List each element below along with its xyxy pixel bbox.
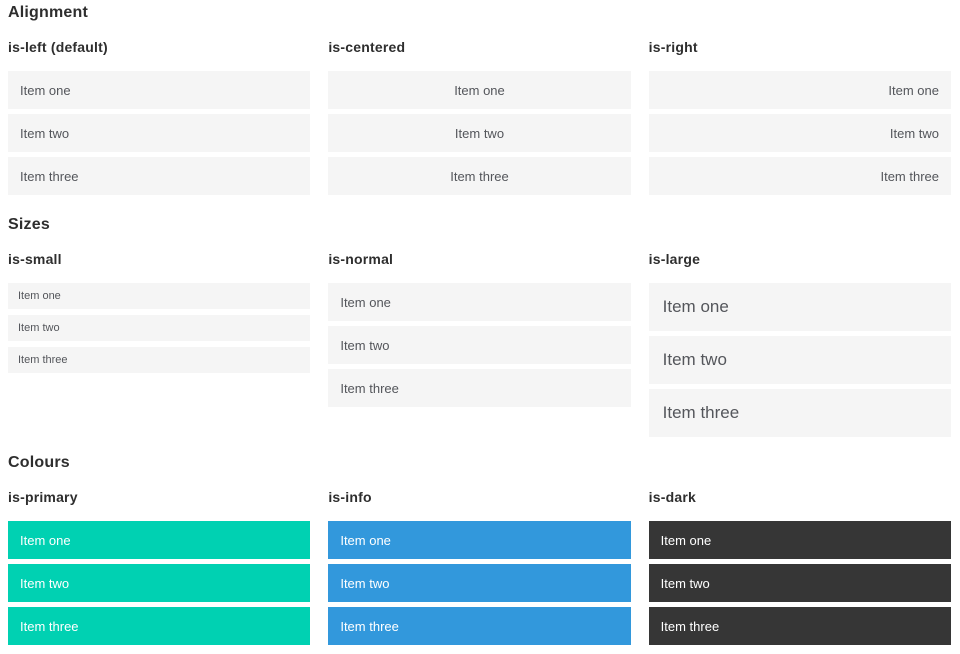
list-item: Item two — [8, 564, 311, 602]
list-item: Item one — [328, 71, 631, 109]
list-large: Item one Item two Item three — [648, 283, 951, 437]
section-sizes: Sizes is-small Item one Item two Item th… — [8, 217, 951, 442]
section-title-colours: Colours — [8, 454, 70, 471]
column-is-centered: is-centered Item one Item two Item three — [328, 39, 631, 200]
list-small: Item one Item two Item three — [8, 283, 311, 373]
column-is-normal: is-normal Item one Item two Item three — [328, 251, 631, 412]
list-item: Item one — [328, 283, 631, 321]
list-item: Item two — [648, 336, 951, 384]
list-item: Item two — [328, 326, 631, 364]
list-center-aligned: Item one Item two Item three — [328, 71, 631, 195]
list-item: Item three — [648, 389, 951, 437]
list-item: Item three — [328, 607, 631, 645]
list-item: Item two — [648, 564, 951, 602]
section-alignment: Alignment is-left (default) Item one Ite… — [8, 5, 951, 200]
column-heading-is-normal: is-normal — [328, 251, 394, 267]
column-is-large: is-large Item one Item two Item three — [648, 251, 951, 442]
list-normal: Item one Item two Item three — [328, 283, 631, 407]
list-dark: Item one Item two Item three — [648, 521, 951, 645]
column-is-right: is-right Item one Item two Item three — [648, 39, 951, 200]
list-item: Item three — [648, 607, 951, 645]
colours-grid: is-primary Item one Item two Item three … — [8, 490, 951, 650]
list-item: Item two — [648, 114, 951, 152]
list-item: Item one — [328, 521, 631, 559]
column-heading-is-left: is-left (default) — [8, 39, 108, 55]
column-heading-is-large: is-large — [648, 251, 701, 267]
list-item: Item two — [8, 114, 311, 152]
list-item: Item three — [328, 369, 631, 407]
column-is-info: is-info Item one Item two Item three — [328, 489, 631, 650]
column-heading-is-primary: is-primary — [8, 489, 78, 505]
list-info: Item one Item two Item three — [328, 521, 631, 645]
column-heading-is-centered: is-centered — [328, 39, 406, 55]
column-is-left: is-left (default) Item one Item two Item… — [8, 39, 311, 200]
column-is-primary: is-primary Item one Item two Item three — [8, 489, 311, 650]
list-item: Item one — [648, 71, 951, 109]
list-item: Item one — [648, 521, 951, 559]
column-heading-is-info: is-info — [328, 489, 372, 505]
column-heading-is-small: is-small — [8, 251, 62, 267]
list-item: Item three — [8, 607, 311, 645]
column-heading-is-dark: is-dark — [648, 489, 696, 505]
section-title-sizes: Sizes — [8, 216, 50, 233]
list-item: Item two — [328, 114, 631, 152]
list-item: Item three — [328, 157, 631, 195]
list-item: Item three — [8, 347, 311, 373]
list-item: Item three — [648, 157, 951, 195]
sizes-grid: is-small Item one Item two Item three is… — [8, 252, 951, 442]
list-primary: Item one Item two Item three — [8, 521, 311, 645]
list-item: Item two — [8, 315, 311, 341]
list-left-aligned: Item one Item two Item three — [8, 71, 311, 195]
column-is-dark: is-dark Item one Item two Item three — [648, 489, 951, 650]
list-item: Item one — [8, 283, 311, 309]
alignment-grid: is-left (default) Item one Item two Item… — [8, 40, 951, 200]
list-item: Item one — [648, 283, 951, 331]
column-heading-is-right: is-right — [648, 39, 698, 55]
list-right-aligned: Item one Item two Item three — [648, 71, 951, 195]
section-title-alignment: Alignment — [8, 4, 89, 21]
list-item: Item two — [328, 564, 631, 602]
column-is-small: is-small Item one Item two Item three — [8, 251, 311, 379]
section-colours: Colours is-primary Item one Item two Ite… — [8, 455, 951, 650]
list-item: Item one — [8, 521, 311, 559]
list-item: Item one — [8, 71, 311, 109]
list-item: Item three — [8, 157, 311, 195]
